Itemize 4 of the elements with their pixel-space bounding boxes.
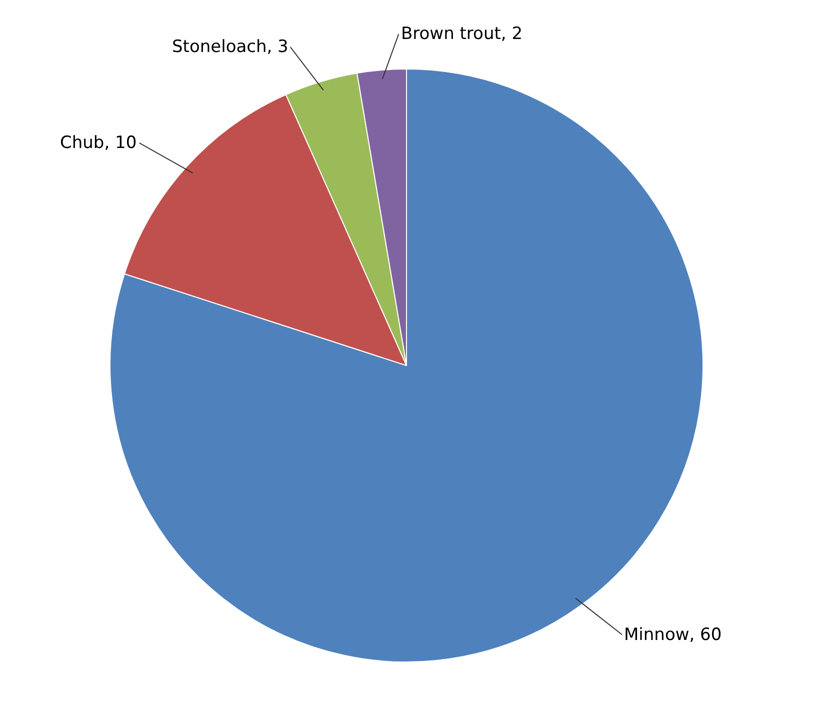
- slice-label: Minnow, 60: [624, 625, 722, 645]
- slice-label: Brown trout, 2: [401, 24, 523, 44]
- slice-label: Chub, 10: [60, 133, 137, 153]
- slice-label: Stoneloach, 3: [172, 37, 288, 57]
